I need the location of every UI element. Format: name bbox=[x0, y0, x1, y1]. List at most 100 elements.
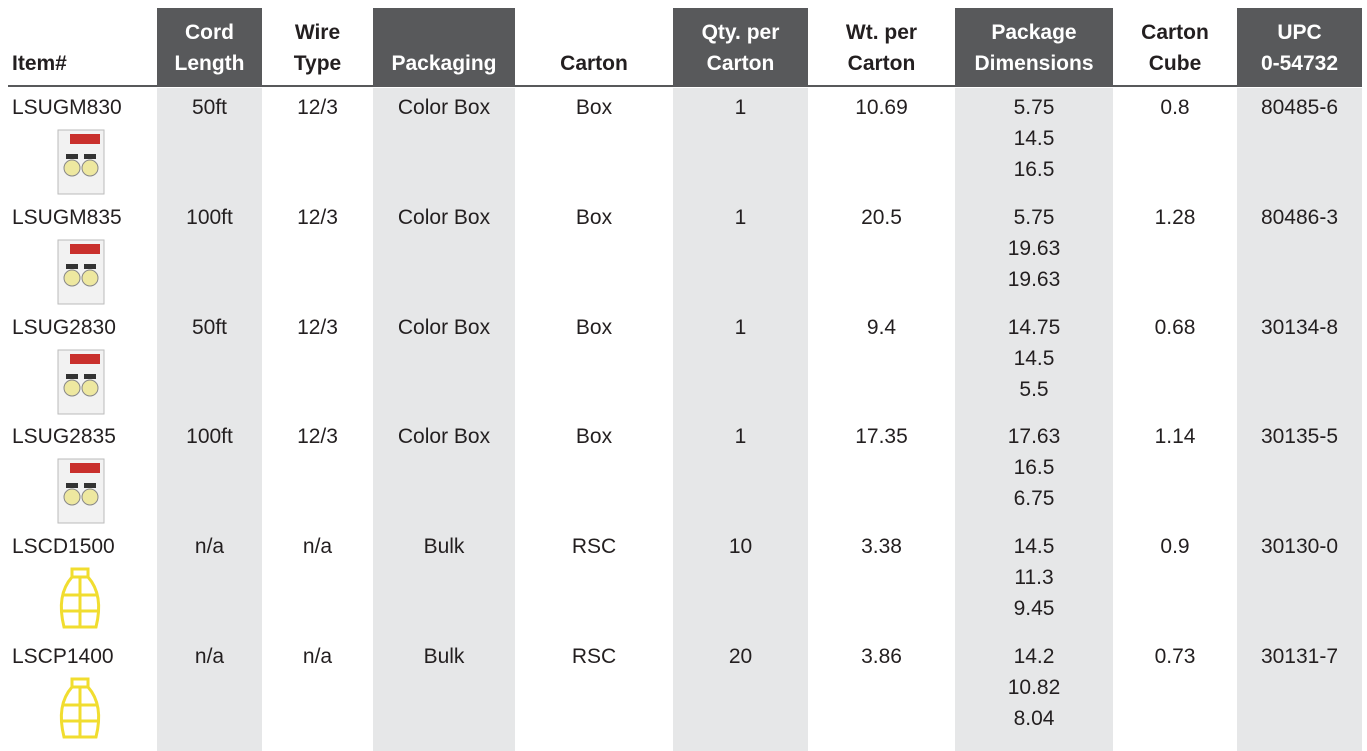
cell-text: Wire bbox=[262, 17, 373, 48]
cell-text: Wt. per bbox=[808, 17, 955, 48]
cell-text: 14.2 bbox=[955, 641, 1113, 672]
cell-text: 1 bbox=[673, 421, 808, 452]
table-cell: Box bbox=[515, 421, 673, 531]
table-cell: 0.9 bbox=[1113, 531, 1237, 641]
product-image bbox=[50, 565, 110, 637]
table-cell: 100ft bbox=[157, 202, 262, 312]
cell-text: Bulk bbox=[373, 531, 515, 562]
table-cell: 30134-8 bbox=[1237, 312, 1362, 422]
table-cell: Box bbox=[515, 92, 673, 202]
table-cell: 20 bbox=[673, 641, 808, 751]
table-cell: 0.68 bbox=[1113, 312, 1237, 422]
product-image bbox=[50, 675, 110, 747]
table-cell: 50ft bbox=[157, 312, 262, 422]
cell-text: 30131-7 bbox=[1237, 641, 1362, 672]
cell-text: Length bbox=[157, 48, 262, 79]
cell-text: 19.63 bbox=[955, 233, 1113, 264]
cell-text: Color Box bbox=[373, 312, 515, 343]
table-cell: n/a bbox=[157, 641, 262, 751]
cell-text: LSUGM830 bbox=[12, 92, 157, 123]
table-cell: 1 bbox=[673, 312, 808, 422]
cell-text: n/a bbox=[262, 531, 373, 562]
cell-text: Carton bbox=[1113, 17, 1237, 48]
cell-text: n/a bbox=[157, 531, 262, 562]
cell-text: 1 bbox=[673, 92, 808, 123]
cell-text: n/a bbox=[262, 641, 373, 672]
product-image bbox=[50, 126, 110, 198]
table-cell: Box bbox=[515, 312, 673, 422]
cell-text: 0.8 bbox=[1113, 92, 1237, 123]
table-cell: n/a bbox=[262, 531, 373, 641]
table-cell: n/a bbox=[157, 531, 262, 641]
cell-text: 5.75 bbox=[955, 92, 1113, 123]
header-cell: Packaging bbox=[373, 8, 515, 85]
cell-text: Cube bbox=[1113, 48, 1237, 79]
cell-text: Carton bbox=[673, 48, 808, 79]
cell-text: Qty. per bbox=[673, 17, 808, 48]
table-cell: Bulk bbox=[373, 531, 515, 641]
cell-text: 10.69 bbox=[808, 92, 955, 123]
cell-text: Box bbox=[515, 92, 673, 123]
cell-text: 8.04 bbox=[955, 703, 1113, 734]
cell-text: 0.73 bbox=[1113, 641, 1237, 672]
spec-table: Item#CordLengthWireTypePackagingCartonQt… bbox=[0, 0, 1367, 751]
cell-text: 16.5 bbox=[955, 452, 1113, 483]
cell-text: 5.75 bbox=[955, 202, 1113, 233]
cell-text: 14.5 bbox=[955, 343, 1113, 374]
header-cell: Item# bbox=[8, 8, 157, 85]
cell-text: RSC bbox=[515, 531, 673, 562]
table-cell: 17.6316.56.75 bbox=[955, 421, 1113, 531]
cell-text: UPC bbox=[1237, 17, 1362, 48]
table-cell: Color Box bbox=[373, 421, 515, 531]
cell-text: 14.75 bbox=[955, 312, 1113, 343]
cell-text: 0.9 bbox=[1113, 531, 1237, 562]
cell-text: 1.14 bbox=[1113, 421, 1237, 452]
cell-text: Packaging bbox=[373, 48, 515, 79]
cell-text: Package bbox=[955, 17, 1113, 48]
header-rule bbox=[8, 85, 1362, 87]
cell-text: 17.63 bbox=[955, 421, 1113, 452]
table-cell: 80486-3 bbox=[1237, 202, 1362, 312]
cell-text: 11.3 bbox=[955, 562, 1113, 593]
cell-text: Item# bbox=[12, 48, 157, 79]
table-cell: 50ft bbox=[157, 92, 262, 202]
table-cell: 12/3 bbox=[262, 202, 373, 312]
cell-text: Carton bbox=[515, 48, 673, 79]
table-cell: 30130-0 bbox=[1237, 531, 1362, 641]
cell-text: Box bbox=[515, 312, 673, 343]
table-cell: RSC bbox=[515, 641, 673, 751]
cell-text: LSUGM835 bbox=[12, 202, 157, 233]
table-cell: 100ft bbox=[157, 421, 262, 531]
cell-text: LSUG2835 bbox=[12, 421, 157, 452]
cell-text: RSC bbox=[515, 641, 673, 672]
table-cell: Bulk bbox=[373, 641, 515, 751]
table-cell: 3.38 bbox=[808, 531, 955, 641]
product-image bbox=[50, 346, 110, 418]
cell-text: 50ft bbox=[157, 92, 262, 123]
cell-text: 1 bbox=[673, 312, 808, 343]
table-cell: 30135-5 bbox=[1237, 421, 1362, 531]
cell-text: 16.5 bbox=[955, 154, 1113, 185]
cell-text: Color Box bbox=[373, 92, 515, 123]
cell-text: 5.5 bbox=[955, 374, 1113, 405]
cell-text: 6.75 bbox=[955, 483, 1113, 514]
table-cell: 5.7514.516.5 bbox=[955, 92, 1113, 202]
table-cell: 17.35 bbox=[808, 421, 955, 531]
table-cell: 1.28 bbox=[1113, 202, 1237, 312]
cell-text: 100ft bbox=[157, 421, 262, 452]
cell-text: 30134-8 bbox=[1237, 312, 1362, 343]
table-cell: 5.7519.6319.63 bbox=[955, 202, 1113, 312]
cell-text: Box bbox=[515, 421, 673, 452]
table-cell: 1 bbox=[673, 202, 808, 312]
table-cell: 30131-7 bbox=[1237, 641, 1362, 751]
cell-text: Carton bbox=[808, 48, 955, 79]
cell-text: 10 bbox=[673, 531, 808, 562]
table-cell: Color Box bbox=[373, 312, 515, 422]
cell-text: 9.4 bbox=[808, 312, 955, 343]
